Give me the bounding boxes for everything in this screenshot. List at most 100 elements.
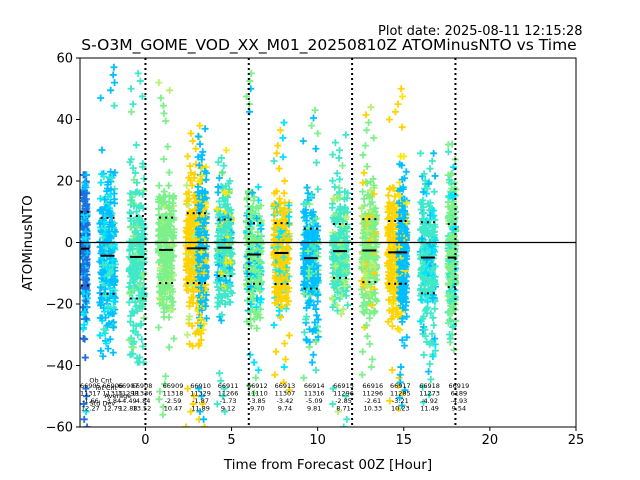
- data-point: [133, 307, 141, 315]
- data-point: [155, 283, 163, 291]
- data-point: [99, 261, 107, 269]
- data-point: [187, 408, 195, 416]
- data-point: [136, 353, 144, 361]
- data-point: [223, 200, 231, 208]
- data-point: [312, 366, 320, 374]
- data-point: [273, 149, 281, 157]
- data-point: [104, 272, 112, 280]
- data-point: [83, 256, 91, 264]
- stat-annotation: 9.81: [307, 405, 321, 413]
- data-point: [397, 363, 405, 371]
- data-point: [280, 265, 288, 273]
- data-point: [284, 297, 292, 305]
- data-point: [285, 386, 293, 394]
- data-point: [201, 125, 209, 133]
- data-point: [253, 313, 261, 321]
- data-point: [248, 189, 256, 197]
- data-point: [98, 314, 106, 322]
- data-point: [279, 134, 287, 142]
- data-point: [138, 260, 146, 268]
- data-point: [82, 297, 90, 305]
- data-point: [224, 224, 232, 232]
- data-point: [109, 349, 117, 357]
- data-point: [136, 281, 144, 289]
- data-point: [104, 264, 112, 272]
- data-point: [416, 149, 424, 157]
- data-point: [111, 228, 119, 236]
- data-point: [277, 303, 285, 311]
- data-point: [270, 224, 278, 232]
- data-point: [257, 295, 265, 303]
- scatter-series-bin: [96, 63, 119, 360]
- data-point: [222, 146, 230, 154]
- scatter-series-bin: [358, 103, 381, 379]
- data-point: [366, 314, 374, 322]
- data-point: [243, 317, 251, 325]
- data-point: [195, 342, 203, 350]
- y-tick-label: 20: [56, 175, 73, 190]
- data-point: [198, 306, 206, 314]
- data-point: [155, 182, 163, 190]
- data-point: [188, 216, 196, 224]
- data-point: [170, 335, 178, 343]
- data-point: [394, 100, 402, 108]
- data-point: [194, 231, 202, 239]
- data-point: [368, 355, 376, 363]
- data-point: [249, 290, 257, 298]
- data-point: [195, 385, 203, 393]
- data-point: [247, 308, 255, 316]
- data-point: [247, 207, 255, 215]
- stat-annotation: 11.89: [191, 405, 210, 413]
- data-point: [226, 298, 234, 306]
- data-point: [165, 203, 173, 211]
- data-point: [202, 256, 210, 264]
- data-point: [431, 172, 439, 180]
- data-point: [201, 189, 209, 197]
- data-point: [254, 183, 262, 191]
- data-point: [197, 201, 205, 209]
- annotation-layer: 6690511317-1.6612.276690611315-3.8412.79…: [80, 376, 469, 412]
- data-point: [182, 242, 190, 250]
- data-point: [187, 129, 195, 137]
- data-point: [280, 119, 288, 127]
- x-tick-label: 15: [396, 433, 413, 448]
- data-point: [275, 307, 283, 315]
- scatter-series-bin: [299, 106, 322, 382]
- data-point: [132, 141, 140, 149]
- data-point: [98, 206, 106, 214]
- data-point: [138, 303, 146, 311]
- data-point: [276, 267, 284, 275]
- data-point: [97, 283, 105, 291]
- data-point: [102, 277, 110, 285]
- data-point: [127, 108, 135, 116]
- data-point: [167, 306, 175, 314]
- stat-annotation: 11.49: [420, 405, 439, 413]
- data-point: [270, 321, 278, 329]
- data-point: [157, 273, 165, 281]
- data-point: [314, 185, 322, 193]
- data-point: [198, 392, 206, 400]
- data-point: [201, 275, 209, 283]
- data-point: [99, 210, 107, 218]
- data-point: [215, 197, 223, 205]
- data-point: [281, 340, 289, 348]
- data-point: [82, 227, 90, 235]
- data-point: [214, 294, 222, 302]
- data-point: [82, 315, 90, 323]
- data-point: [81, 335, 89, 343]
- data-point: [160, 308, 168, 316]
- data-point: [280, 253, 288, 261]
- data-point: [155, 237, 163, 245]
- data-point: [218, 311, 226, 319]
- data-point: [186, 275, 194, 283]
- plot-date-label: Plot date: 2025-08-11 12:15:28: [378, 24, 583, 39]
- scatter-series-bin: [80, 171, 91, 427]
- data-point: [308, 358, 316, 366]
- data-point: [197, 315, 205, 323]
- data-point: [275, 165, 283, 173]
- data-point: [336, 146, 344, 154]
- data-point: [276, 126, 284, 134]
- data-point: [185, 195, 193, 203]
- data-point: [102, 292, 110, 300]
- data-point: [191, 170, 199, 178]
